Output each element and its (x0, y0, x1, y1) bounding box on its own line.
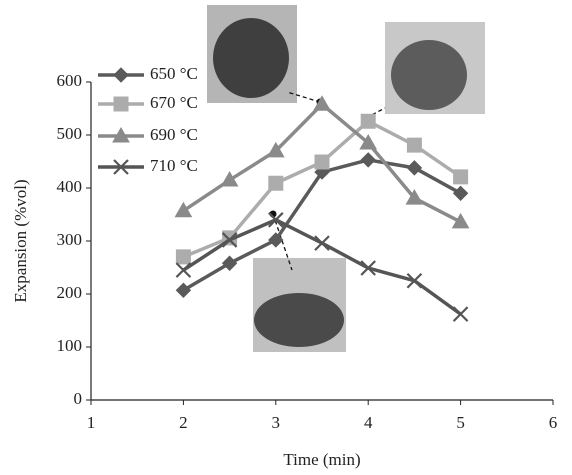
marker (268, 212, 284, 228)
marker (174, 201, 193, 218)
y-tick-label: 200 (57, 283, 83, 302)
marker (453, 169, 469, 185)
x-tick-label: 2 (179, 413, 188, 432)
marker (406, 160, 423, 176)
marker (313, 95, 331, 111)
y-tick-label: 600 (57, 71, 83, 90)
x-tick-label: 3 (272, 413, 281, 432)
x-tick-label: 5 (456, 413, 465, 432)
marker (175, 282, 192, 298)
marker (360, 152, 376, 168)
x-tick-label: 1 (87, 413, 96, 432)
legend-label: 690 °C (150, 125, 198, 144)
y-axis-title: Expansion (%vol) (11, 179, 30, 302)
marker (266, 141, 285, 158)
legend-label: 710 °C (150, 156, 198, 175)
marker (360, 260, 376, 276)
marker (452, 185, 469, 202)
marker (175, 249, 191, 265)
y-tick-label: 500 (57, 124, 83, 143)
marker (268, 232, 284, 248)
marker (314, 154, 330, 170)
legend-label: 670 °C (150, 93, 198, 112)
x-tick-label: 4 (364, 413, 373, 432)
marker (175, 262, 192, 278)
marker (451, 212, 470, 229)
marker (406, 272, 423, 289)
marker (405, 189, 424, 205)
legend-marker (113, 159, 129, 175)
marker (406, 137, 422, 153)
marker (221, 255, 238, 271)
marker (452, 306, 469, 322)
x-tick-label: 6 (549, 413, 558, 432)
legend-label: 650 °C (150, 64, 198, 83)
legend-marker (113, 67, 129, 83)
photo-insets (207, 5, 485, 352)
y-tick-label: 0 (74, 389, 83, 408)
marker (359, 133, 378, 150)
marker (220, 171, 239, 187)
marker (314, 235, 330, 251)
y-tick-label: 400 (57, 177, 83, 196)
marker (268, 175, 284, 191)
legend-marker (112, 126, 130, 143)
y-tick-label: 100 (57, 336, 83, 355)
legend-marker (113, 96, 129, 112)
marker (221, 232, 238, 248)
y-tick-label: 300 (57, 230, 83, 249)
x-axis-title: Time (min) (283, 450, 360, 469)
marker (360, 113, 376, 129)
